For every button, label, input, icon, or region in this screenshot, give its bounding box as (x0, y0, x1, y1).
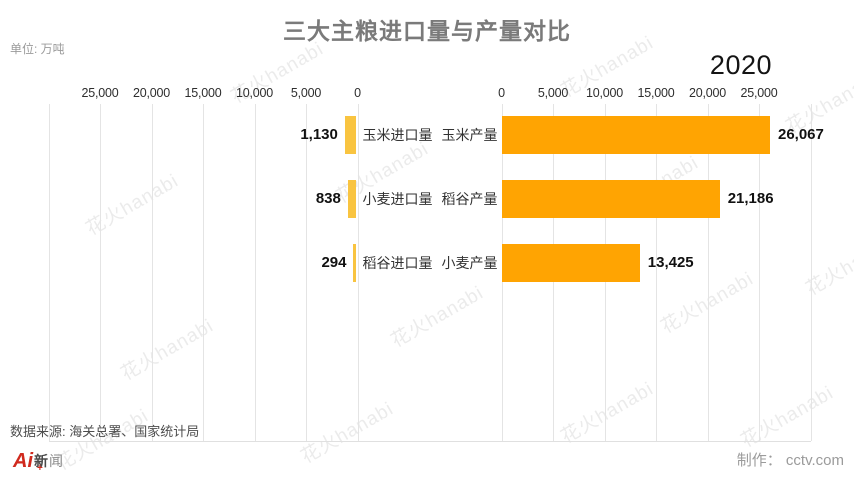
production-label: 玉米产量 (441, 127, 498, 143)
axis-tick-label: 10,000 (235, 86, 274, 100)
gridline (203, 104, 204, 441)
production-bar (502, 180, 721, 218)
production-value: 21,186 (727, 190, 774, 207)
watermark-text: 花火hanabi (297, 398, 398, 469)
import-label: 玉米进口量 (362, 127, 433, 143)
import-bar (353, 244, 357, 282)
ai-news-logo: Ai 新 + 闻 (13, 447, 63, 475)
gridline (810, 104, 812, 441)
gridline (759, 104, 760, 441)
gridline (656, 104, 657, 441)
axis-tick-label: 10,000 (585, 86, 624, 100)
production-value: 26,067 (777, 126, 824, 143)
axis-tick-label: 25,000 (81, 86, 119, 100)
axis-tick-label: 15,000 (184, 86, 222, 100)
axis-tick-label: 15,000 (637, 86, 675, 100)
unit-label: 单位: 万吨 (10, 42, 65, 56)
logo-plus-icon: + (37, 463, 43, 474)
watermark-text: 花火hanabi (557, 378, 658, 449)
source-note: 数据来源: 海关总署、国家统计局 (10, 424, 200, 439)
gridline (707, 104, 709, 441)
gridline (48, 104, 50, 441)
logo-ai-mark: Ai (13, 450, 33, 472)
import-bar (344, 116, 357, 154)
production-bar (502, 244, 641, 282)
axis-tick-label: 20,000 (132, 86, 171, 100)
import-label: 小麦进口量 (362, 191, 433, 207)
watermark-text: 花火hanabi (802, 230, 854, 301)
credit-note: 制作： cctv.com (736, 452, 844, 469)
page-title: 三大主粮进口量与产量对比 (283, 18, 571, 44)
import-value: 838 (315, 190, 341, 207)
production-bar (502, 116, 771, 154)
production-label: 稻谷产量 (441, 191, 498, 207)
import-value: 294 (321, 254, 347, 271)
gridline (254, 104, 256, 441)
axis-tick-label: 20,000 (688, 86, 727, 100)
import-label: 稻谷进口量 (362, 255, 433, 271)
logo-xin-glyph: 新 (34, 453, 48, 469)
production-value: 13,425 (647, 254, 694, 271)
axis-tick-label: 5,000 (290, 86, 322, 100)
gridline (357, 104, 359, 441)
gridline (306, 104, 307, 441)
axis-tick-label: 0 (498, 86, 505, 100)
production-label: 小麦产量 (441, 255, 498, 271)
gridline (100, 104, 101, 441)
watermark-text: 花火hanabi (82, 170, 183, 241)
gridline (151, 104, 153, 441)
axis-tick-label: 25,000 (740, 86, 778, 100)
import-bar (347, 180, 357, 218)
logo-wen-glyph: 闻 (49, 453, 63, 469)
axis-tick-label: 5,000 (537, 86, 569, 100)
watermark-text: 花火hanabi (387, 282, 488, 353)
import-value: 1,130 (300, 126, 338, 143)
year-label: 2020 (709, 50, 772, 80)
axis-tick-label: 0 (354, 86, 361, 100)
plot-baseline (48, 441, 811, 442)
